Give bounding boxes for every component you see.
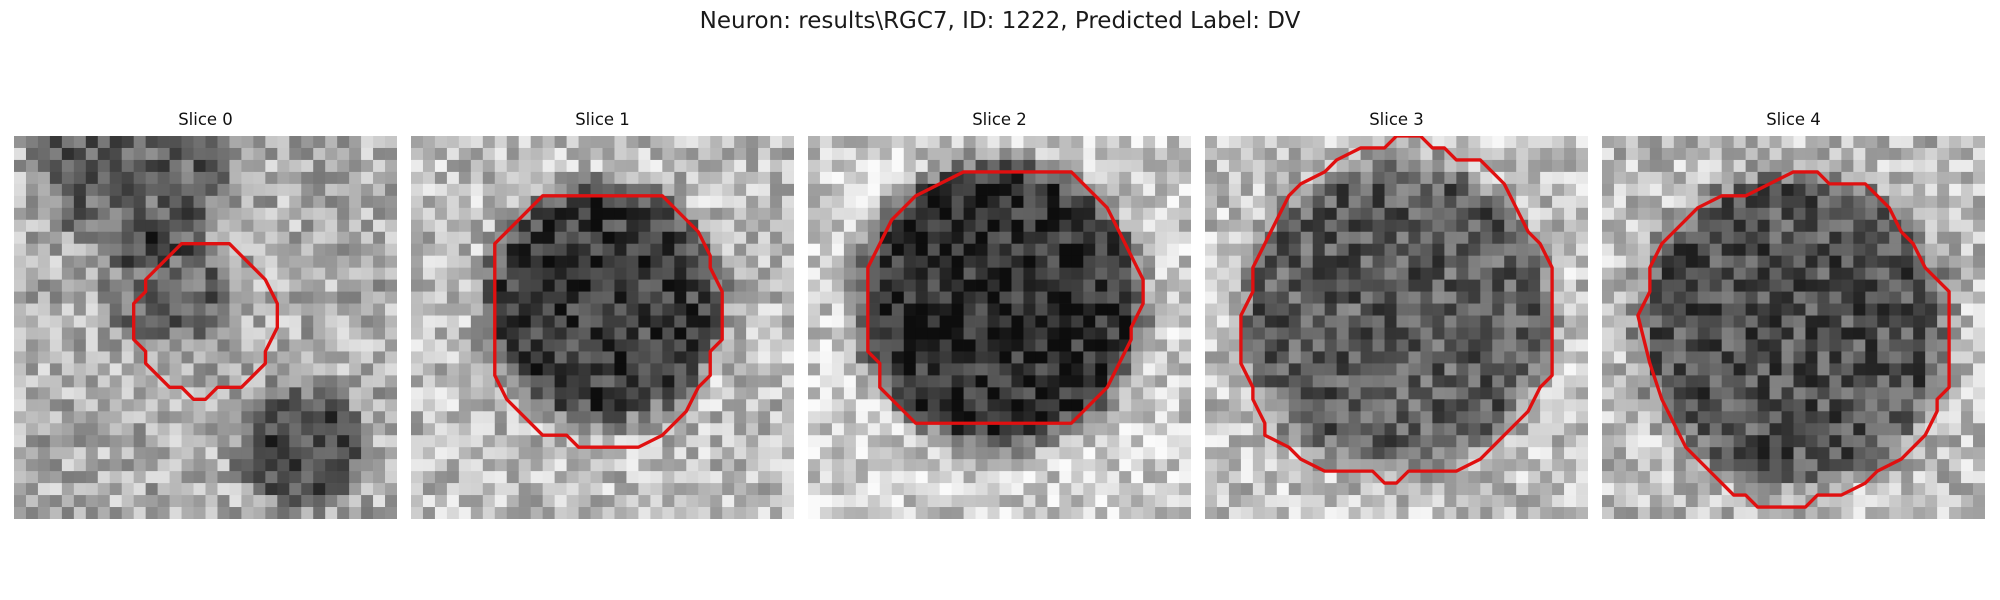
slice-image bbox=[14, 136, 397, 519]
slice-image bbox=[1602, 136, 1985, 519]
slice-panel-1: Slice 1 bbox=[411, 108, 794, 519]
neuron-outline bbox=[1636, 170, 1951, 509]
slice-panel-2: Slice 2 bbox=[808, 108, 1191, 519]
slice-title: Slice 3 bbox=[1369, 110, 1424, 129]
slice-title: Slice 0 bbox=[178, 110, 233, 129]
neuron-outline bbox=[132, 242, 279, 401]
slice-panel-4: Slice 4 bbox=[1602, 108, 1985, 519]
slice-image bbox=[411, 136, 794, 519]
slice-panel-0: Slice 0 bbox=[14, 108, 397, 519]
slice-title: Slice 4 bbox=[1766, 110, 1821, 129]
slice-image bbox=[808, 136, 1191, 519]
neuron-outline bbox=[493, 194, 724, 449]
figure-title: Neuron: results\RGC7, ID: 1222, Predicte… bbox=[699, 8, 1301, 34]
neuron-outline bbox=[866, 170, 1145, 425]
slice-title: Slice 1 bbox=[575, 110, 630, 129]
neuron-outline bbox=[1239, 136, 1554, 485]
slice-title: Slice 2 bbox=[972, 110, 1027, 129]
slice-panel-3: Slice 3 bbox=[1205, 108, 1588, 519]
slice-image bbox=[1205, 136, 1588, 519]
